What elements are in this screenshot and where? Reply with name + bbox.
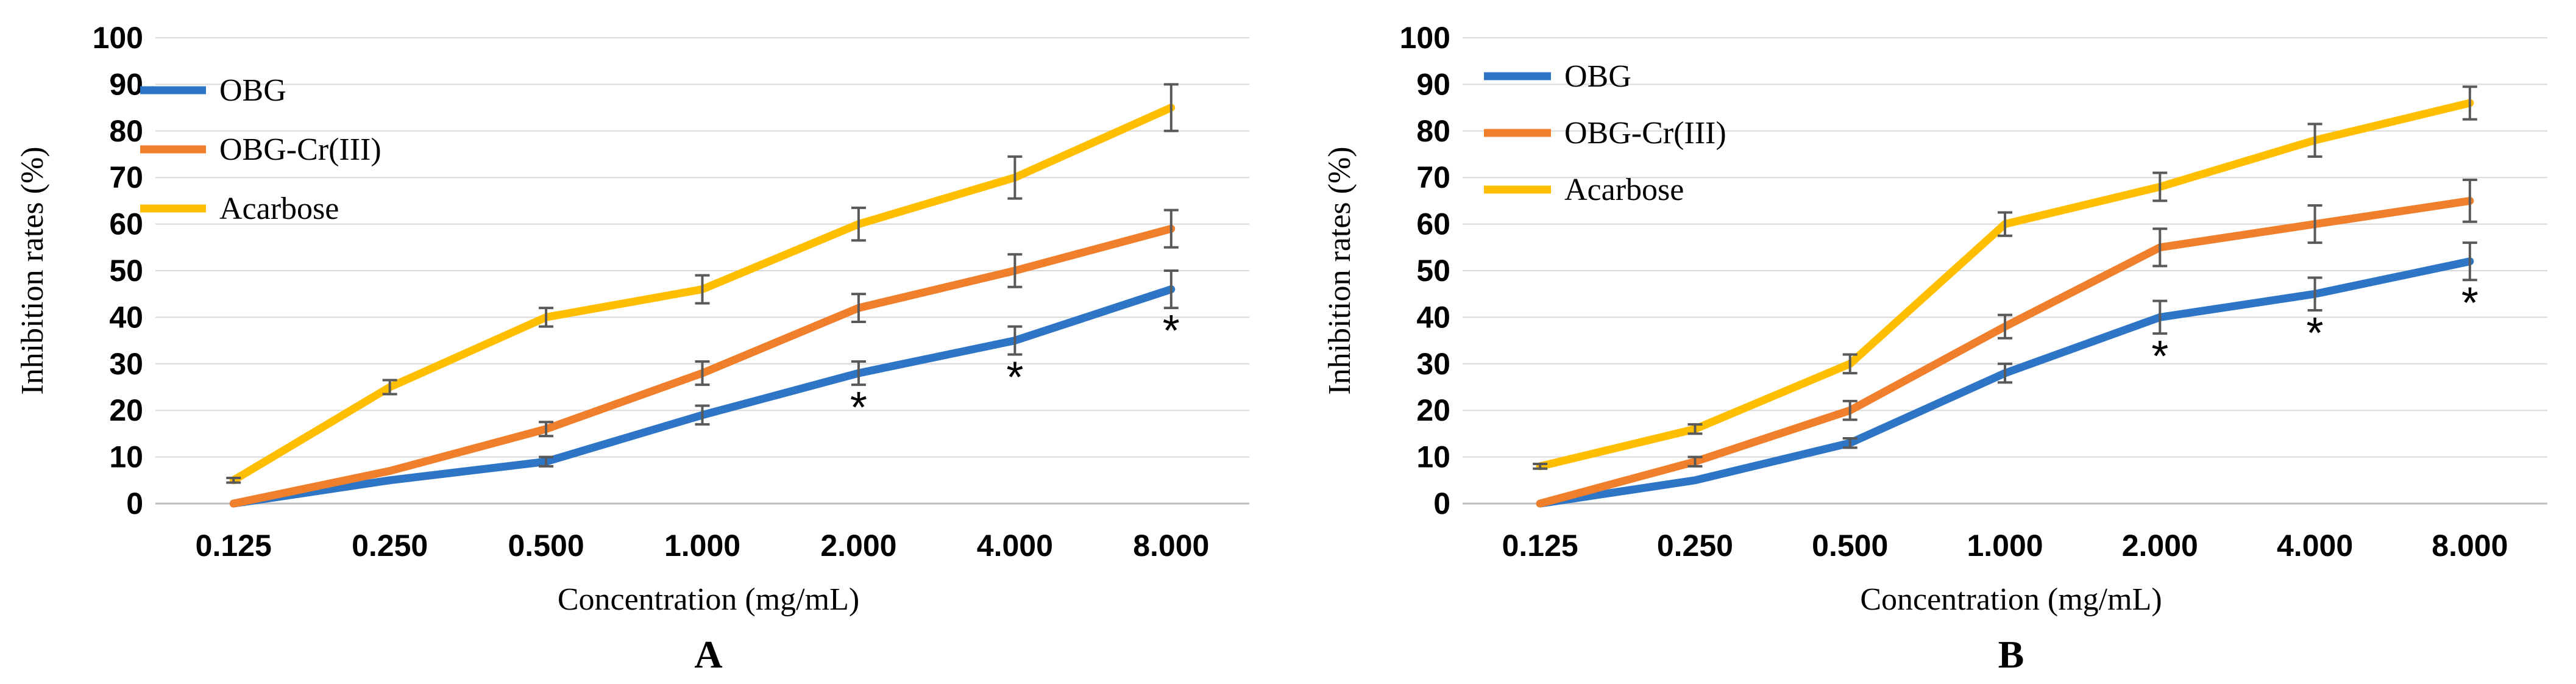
legend-label: Acarbose [219, 191, 339, 226]
x-tick-label: 0.250 [1657, 529, 1733, 563]
legend-label: Acarbose [1564, 173, 1684, 207]
chart-panel-a: 0 10 20 30 40 50 60 70 80 90 100 0.125 0.250 0.500 1.0… [15, 21, 1249, 676]
significance-star: * [2307, 309, 2324, 358]
legend-item: Acarbose [1484, 173, 1684, 207]
significance-star: * [2461, 279, 2478, 327]
y-axis-title: Inhibition rates (%) [1322, 146, 1357, 394]
y-tick-label: 10 [109, 440, 143, 474]
legend-item: OBG-Cr(III) [140, 132, 381, 167]
y-tick-label: 90 [1416, 67, 1450, 101]
y-tick-label: 70 [1416, 160, 1450, 194]
chart-panel-b: 0 10 20 30 40 50 60 70 80 90 100 0.125 0.250 0.500 1.0… [1322, 21, 2547, 676]
y-tick-label: 0 [1433, 486, 1450, 521]
y-tick-label: 90 [109, 67, 143, 101]
y-tick-label: 70 [109, 160, 143, 194]
y-tick-label: 50 [1416, 254, 1450, 288]
x-tick-label: 4.000 [2277, 529, 2353, 563]
x-tick-label: 0.125 [196, 529, 272, 563]
x-tick-label: 1.000 [664, 529, 740, 563]
significance-star: * [850, 383, 867, 432]
legend-item: OBG-Cr(III) [1484, 116, 1726, 151]
y-tick-label: 60 [109, 207, 143, 241]
series-line-acarbose [1536, 99, 2474, 471]
x-axis-title: Concentration (mg/mL) [558, 582, 859, 617]
panel-label: B [1998, 633, 2024, 676]
y-tick-label: 100 [1400, 21, 1450, 55]
y-tick-label: 30 [1416, 347, 1450, 381]
y-axis-title: Inhibition rates (%) [15, 146, 50, 394]
y-tick-label: 60 [1416, 207, 1450, 241]
y-tick-label: 100 [93, 21, 143, 55]
y-tick-label: 80 [1416, 114, 1450, 148]
legend-item: OBG [140, 73, 286, 108]
x-tick-label: 8.000 [1133, 529, 1209, 563]
significance-star: * [1006, 354, 1023, 402]
x-tick-label: 2.000 [820, 529, 896, 563]
x-tick-label: 2.000 [2122, 529, 2198, 563]
x-tick-label: 0.250 [352, 529, 428, 563]
significance-star: * [1163, 307, 1180, 355]
legend-label: OBG-Cr(III) [219, 132, 381, 167]
y-tick-label: 20 [109, 393, 143, 427]
y-tick-label: 40 [109, 300, 143, 334]
legend-item: Acarbose [140, 191, 339, 226]
legend-label: OBG [219, 73, 286, 108]
x-axis-title: Concentration (mg/mL) [1860, 582, 2162, 617]
legend-label: OBG-Cr(III) [1564, 116, 1726, 151]
y-tick-label: 80 [109, 114, 143, 148]
x-tick-label: 0.125 [1502, 529, 1578, 563]
y-tick-label: 10 [1416, 440, 1450, 474]
y-tick-label: 0 [126, 486, 143, 521]
legend-label: OBG [1564, 59, 1631, 94]
x-tick-label: 0.500 [508, 529, 584, 563]
y-tick-label: 20 [1416, 393, 1450, 427]
significance-star: * [2151, 332, 2168, 381]
legend-item: OBG [1484, 59, 1631, 94]
y-tick-label: 40 [1416, 300, 1450, 334]
x-tick-label: 1.000 [1967, 529, 2043, 563]
panel-label: A [694, 633, 722, 676]
x-tick-label: 8.000 [2432, 529, 2508, 563]
y-tick-label: 50 [109, 254, 143, 288]
y-tick-label: 30 [109, 347, 143, 381]
x-tick-label: 4.000 [977, 529, 1053, 563]
x-tick-label: 0.500 [1812, 529, 1888, 563]
series-line-obg-cr-iii- [1536, 196, 2474, 508]
